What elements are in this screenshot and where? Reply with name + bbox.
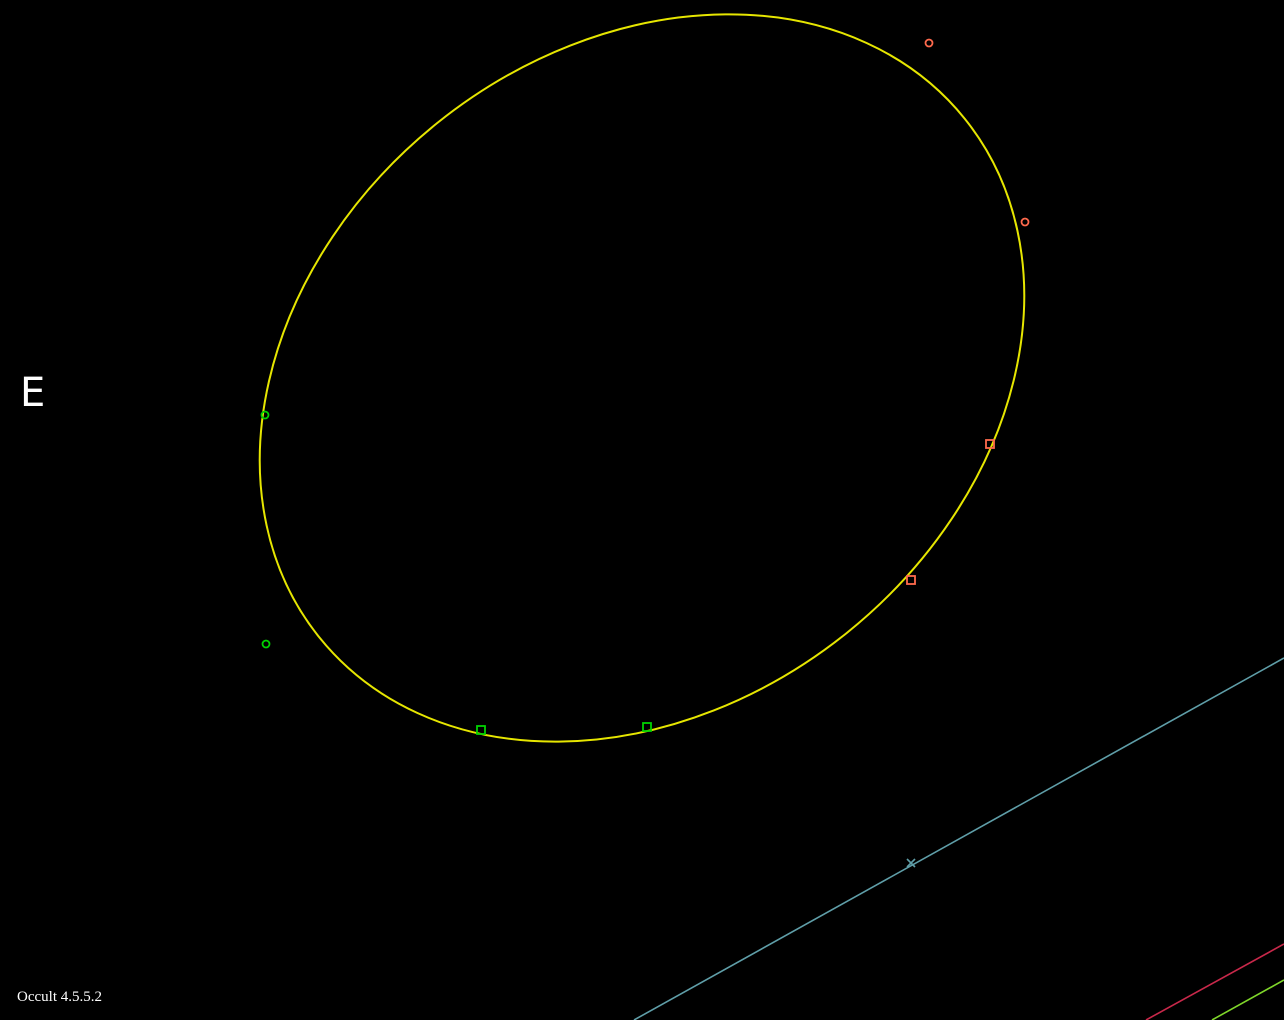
disappear-marker-square bbox=[642, 722, 652, 732]
disappear-marker-circle bbox=[261, 639, 271, 649]
reappear-marker-square bbox=[906, 575, 916, 585]
reappear-marker-circle bbox=[1020, 217, 1030, 227]
chord-markers bbox=[260, 38, 1030, 735]
disappear-marker-circle bbox=[260, 410, 270, 420]
reappear-marker-circle bbox=[924, 38, 934, 48]
reappear-marker-square bbox=[985, 439, 995, 449]
disappear-marker-square bbox=[476, 725, 486, 735]
east-direction-label: E bbox=[20, 370, 45, 416]
path-center-line bbox=[633, 657, 1284, 1020]
path-limit-line-2 bbox=[1211, 979, 1284, 1020]
version-label: Occult 4.5.5.2 bbox=[17, 989, 102, 1005]
path-limit-line-1 bbox=[1145, 943, 1284, 1020]
asteroid-profile-ellipse bbox=[258, 13, 1026, 743]
path-center-cross-icon bbox=[906, 858, 916, 868]
